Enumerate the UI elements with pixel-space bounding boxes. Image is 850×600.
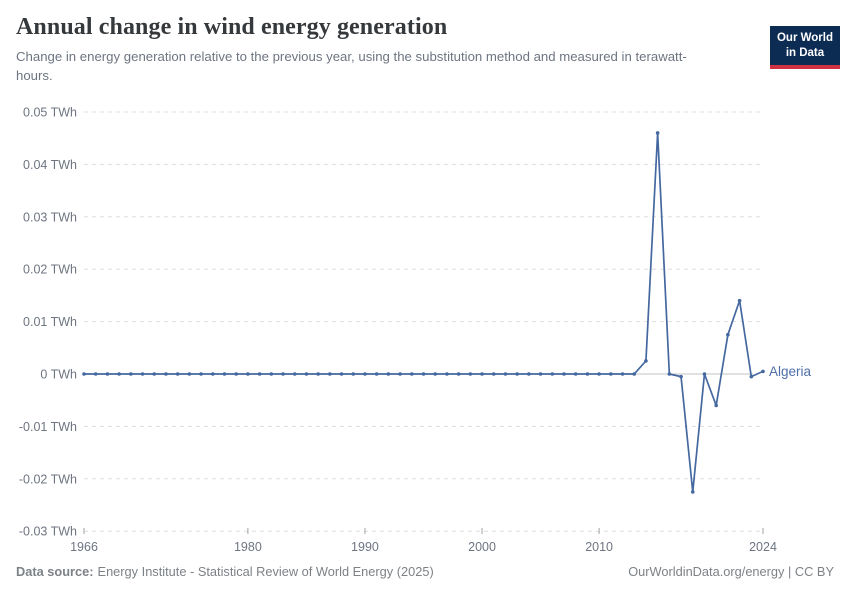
y-tick-label: 0.03 TWh <box>23 210 77 224</box>
data-point <box>573 372 578 376</box>
data-point <box>257 372 262 376</box>
data-point <box>644 359 648 363</box>
data-point <box>316 372 320 376</box>
data-point <box>433 372 438 376</box>
data-source: Data source: Energy Institute - Statistic… <box>16 564 434 579</box>
data-point <box>398 372 402 376</box>
data-point <box>480 372 484 376</box>
y-tick-label: -0.03 TWh <box>19 525 77 539</box>
data-point <box>690 490 695 494</box>
x-tick-label: 1990 <box>351 540 379 554</box>
data-point <box>468 372 473 376</box>
y-tick-label: 0.01 TWh <box>23 315 77 329</box>
data-point <box>199 372 203 376</box>
data-point <box>246 372 250 376</box>
algeria-series-line[interactable] <box>83 132 764 493</box>
data-point <box>609 372 613 376</box>
owid-logo-line1: Our World <box>776 32 833 44</box>
y-tick-label: 0.04 TWh <box>23 158 77 172</box>
chart-subtitle: Change in energy generation relative to … <box>16 49 687 84</box>
data-point <box>409 372 414 376</box>
footer-link[interactable]: OurWorldinData.org/energy | CC BY <box>628 564 834 579</box>
data-point <box>655 131 660 135</box>
data-point <box>339 372 344 376</box>
data-point <box>210 372 215 376</box>
data-point <box>491 372 496 376</box>
data-point <box>550 372 555 376</box>
y-tick-label: -0.01 TWh <box>19 420 77 434</box>
data-point <box>304 372 309 376</box>
data-point <box>93 372 98 376</box>
data-point <box>620 372 625 376</box>
data-point <box>562 372 566 376</box>
data-source-text: Energy Institute - Statistical Review of… <box>97 564 434 579</box>
entity-label[interactable]: Algeria <box>769 364 812 379</box>
data-point <box>726 332 730 337</box>
data-point <box>328 372 332 376</box>
data-point <box>363 372 367 376</box>
x-tick-label: 2000 <box>468 540 496 554</box>
data-point <box>281 372 285 376</box>
x-tick-label: 2024 <box>749 540 777 554</box>
y-tick-label: -0.02 TWh <box>19 472 77 486</box>
data-point <box>187 372 192 376</box>
y-tick-label: 0.02 TWh <box>23 263 77 277</box>
data-point <box>737 298 742 303</box>
data-point <box>585 372 590 376</box>
owid-logo[interactable]: Our World in Data <box>769 26 840 69</box>
data-source-label: Data source: <box>16 564 94 579</box>
data-point <box>503 372 508 376</box>
data-point <box>129 372 133 376</box>
owid-logo-line2: in Data <box>785 46 825 59</box>
y-tick-label: 0.05 TWh <box>23 106 77 120</box>
data-point <box>456 372 461 376</box>
data-point <box>421 372 426 376</box>
data-point <box>222 372 227 376</box>
data-point <box>152 372 157 376</box>
data-point <box>82 372 86 376</box>
data-point <box>749 374 754 379</box>
data-point <box>386 372 391 376</box>
data-point <box>702 372 707 376</box>
data-point <box>351 372 356 376</box>
chart-footer: Data source: Energy Institute - Statistic… <box>0 564 850 579</box>
data-point <box>445 372 449 376</box>
data-point <box>105 372 110 376</box>
data-point <box>527 372 531 376</box>
y-tick-label: 0 TWh <box>40 368 77 382</box>
x-tick-label: 1980 <box>234 540 262 554</box>
data-point <box>234 372 238 376</box>
chart-header: Annual change in wind energy generation … <box>0 14 850 85</box>
data-point <box>117 372 121 376</box>
data-point <box>269 372 274 376</box>
data-point <box>292 372 297 376</box>
data-point <box>164 372 168 376</box>
data-point <box>538 372 543 376</box>
data-point <box>175 372 180 376</box>
data-point <box>679 374 683 379</box>
data-point <box>140 372 145 376</box>
data-point <box>597 372 601 376</box>
x-tick-label: 2010 <box>585 540 613 554</box>
data-point <box>515 372 519 376</box>
data-point <box>761 369 765 374</box>
chart-title: Annual change in wind energy generation <box>16 14 448 40</box>
data-point <box>667 372 672 376</box>
data-point <box>374 372 379 376</box>
data-point <box>632 372 637 376</box>
data-point <box>714 403 718 408</box>
x-tick-label: 1966 <box>70 540 98 554</box>
